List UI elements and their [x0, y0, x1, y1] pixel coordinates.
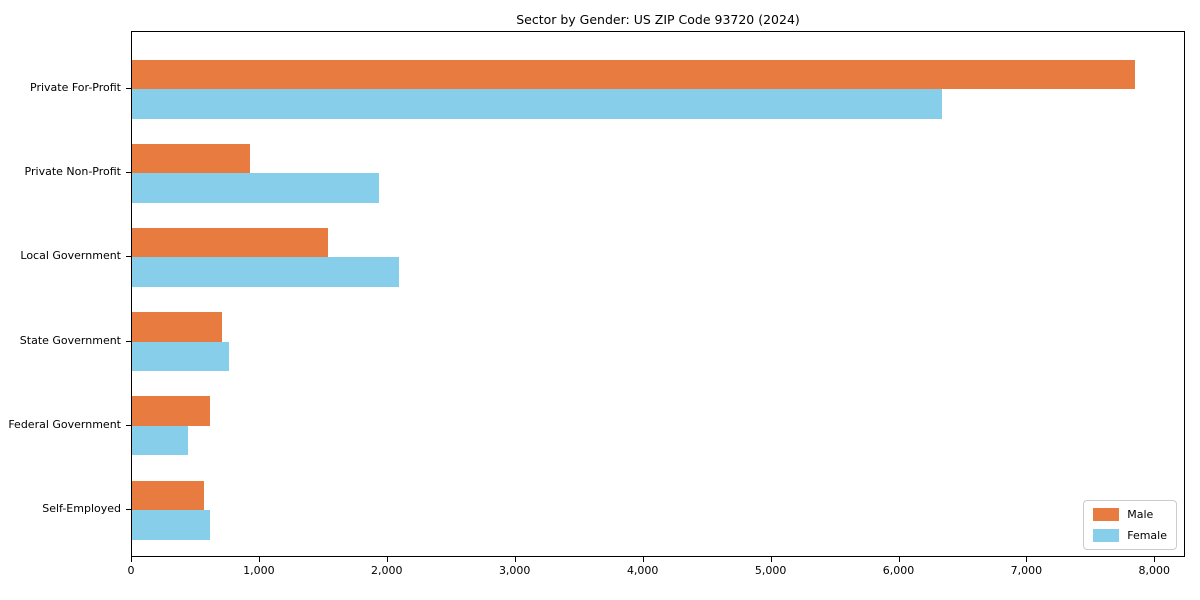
y-axis-label-federal-government: Federal Government	[8, 417, 121, 431]
y-tick-local-government	[126, 256, 131, 258]
bar-female-federal-government	[132, 425, 189, 456]
legend-swatch-female	[1093, 529, 1120, 542]
y-tick-private-for-profit	[126, 88, 131, 89]
legend-label-female: Female	[1127, 529, 1167, 542]
bar-male-federal-government	[132, 396, 210, 426]
x-axis-label-4000: 4,000	[626, 564, 659, 577]
bar-female-local-government	[132, 257, 400, 287]
bar-female-private-for-profit	[132, 89, 942, 119]
chart-title: Sector by Gender: US ZIP Code 93720 (202…	[516, 12, 800, 27]
x-tick-4000	[642, 557, 644, 562]
bar-female-self-employed	[132, 510, 210, 540]
x-tick-2000	[386, 557, 388, 562]
x-axis-label-7000: 7,000	[1010, 564, 1043, 577]
bar-female-state-government	[132, 341, 230, 372]
bar-male-private-non-profit	[132, 143, 250, 174]
bar-male-self-employed	[132, 480, 204, 510]
y-tick-federal-government	[126, 424, 131, 426]
x-tick-5000	[770, 557, 772, 562]
y-axis-label-self-employed: Self-Employed	[42, 502, 121, 515]
x-axis-label-1000: 1,000	[243, 564, 275, 577]
y-tick-state-government	[126, 340, 131, 342]
x-axis-label-2000: 2,000	[371, 564, 403, 577]
x-axis-label-6000: 6,000	[882, 564, 915, 577]
x-tick-6000	[898, 557, 900, 562]
x-tick-3000	[514, 557, 516, 562]
x-tick-8000	[1154, 557, 1156, 562]
y-tick-self-employed	[126, 509, 131, 510]
x-tick-0	[131, 557, 132, 562]
x-axis-label-3000: 3,000	[498, 564, 531, 577]
bar-female-private-non-profit	[132, 173, 379, 203]
bar-male-local-government	[132, 227, 328, 258]
x-tick-1000	[258, 557, 260, 562]
y-axis-label-private-non-profit: Private Non-Profit	[24, 165, 121, 179]
legend-item-male: Male	[1093, 508, 1167, 521]
y-tick-private-non-profit	[126, 172, 131, 174]
legend: Male Female	[1083, 500, 1177, 550]
y-axis-label-private-for-profit: Private For-Profit	[30, 81, 121, 94]
x-axis-label-5000: 5,000	[754, 564, 787, 577]
bar-male-private-for-profit	[132, 59, 1135, 89]
bar-male-state-government	[132, 312, 222, 342]
x-axis-label-0: 0	[127, 564, 135, 577]
plot-area: Male Female	[131, 31, 1185, 557]
y-axis-label-state-government: State Government	[19, 333, 121, 347]
legend-swatch-male	[1093, 508, 1120, 521]
x-axis-label-8000: 8,000	[1138, 564, 1171, 577]
legend-label-male: Male	[1127, 508, 1154, 521]
legend-item-female: Female	[1093, 529, 1167, 542]
x-tick-7000	[1026, 557, 1028, 562]
y-axis-label-local-government: Local Government	[20, 249, 121, 263]
